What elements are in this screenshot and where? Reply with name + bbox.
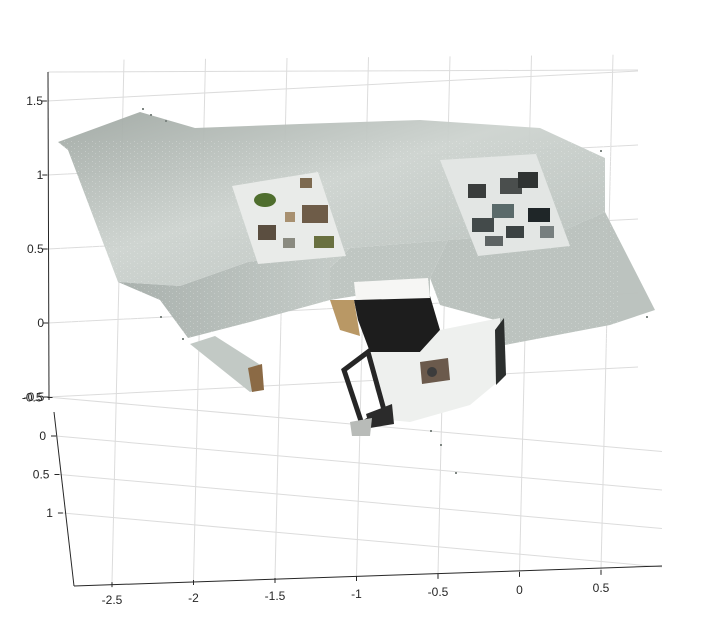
y-tick-label: 0.5 [33,468,50,482]
x-tick-label: 0 [516,583,523,597]
z-tick-label: 1 [37,168,44,182]
point-cloud-chair [341,347,394,436]
z-tick-label: -0.5 [24,390,45,404]
top-frame-line [47,69,639,73]
z-tick-label: 1.5 [26,94,43,108]
y-axis-ticks: -0.5 0 0.5 1 [22,391,63,520]
y-gridline [55,435,663,491]
z-tick-label: 0 [37,316,44,330]
point-cloud [58,108,655,474]
y-axis-line [53,411,75,587]
point-cloud-dark-cavity [354,296,440,352]
x-axis-line [73,565,663,587]
x-tick-label: -2.5 [102,593,123,607]
y-tick-label: 1 [46,506,53,520]
y-tick-label: 0 [39,429,46,443]
plot-axes [47,71,663,587]
z-gridline [48,366,639,398]
point-cloud-left-fragment [190,336,262,392]
x-axis-ticks: -2.5 -2 -1.5 -1 -0.5 0 0.5 [102,569,610,607]
x-tick-label: -0.5 [428,585,449,599]
y-gridline [59,474,663,529]
x-tick-label: -1 [351,587,362,601]
point-cloud-poster-left [232,172,346,264]
x-tick-label: -1.5 [265,589,286,603]
x-tick-label: -2 [188,591,199,605]
x-tick-label: 0.5 [593,581,610,595]
z-axis-ticks: -0.5 0 0.5 1 1.5 [24,94,49,404]
point-cloud-poster-right [440,154,570,256]
y-gridline [62,512,663,568]
z-gridline [46,70,639,102]
z-tick-label: 0.5 [27,242,44,256]
z-axis-line [47,71,50,401]
y-tick-label: -0.5 [22,391,43,405]
